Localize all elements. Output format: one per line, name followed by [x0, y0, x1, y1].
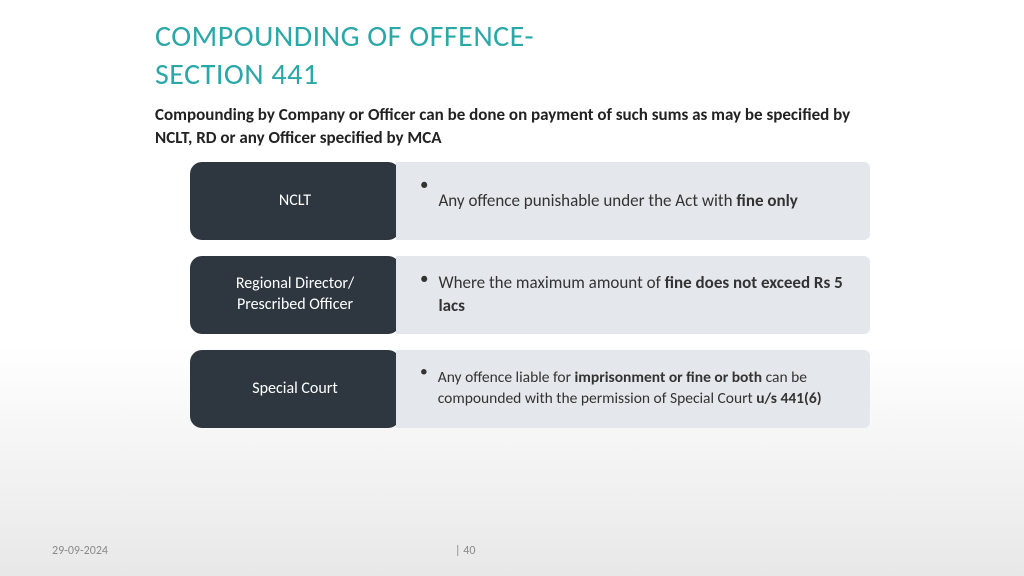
row-desc-text: Any offence punishable under the Act wit… — [438, 190, 850, 213]
authority-table: NCLT • Any offence punishable under the … — [190, 162, 870, 444]
row-desc-text: Any offence liable for imprisonment or f… — [438, 368, 850, 410]
row-label-special-court: Special Court — [190, 350, 400, 428]
footer-page: | 40 — [455, 544, 475, 558]
row-label-nclt: NCLT — [190, 162, 400, 240]
row-desc: • Any offence liable for imprisonment or… — [396, 350, 870, 428]
bullet-icon: • — [420, 362, 428, 383]
footer-date: 29-09-2024 — [52, 544, 108, 558]
row-desc-text: Where the maximum amount of fine does no… — [438, 272, 850, 318]
bullet-icon: • — [420, 174, 428, 197]
row-desc: • Where the maximum amount of fine does … — [396, 256, 870, 334]
table-row: NCLT • Any offence punishable under the … — [190, 162, 870, 240]
slide-subtitle: Compounding by Company or Officer can be… — [155, 104, 855, 150]
table-row: Special Court • Any offence liable for i… — [190, 350, 870, 428]
row-label-rd: Regional Director/ Prescribed Officer — [190, 256, 400, 334]
title-line1: COMPOUNDING OF OFFENCE- — [155, 18, 534, 55]
title-line2: SECTION 441 — [155, 56, 319, 93]
bullet-icon: • — [420, 268, 428, 291]
slide-title: COMPOUNDING OF OFFENCE- SECTION 441 — [155, 18, 534, 93]
row-desc: • Any offence punishable under the Act w… — [396, 162, 870, 240]
table-row: Regional Director/ Prescribed Officer • … — [190, 256, 870, 334]
